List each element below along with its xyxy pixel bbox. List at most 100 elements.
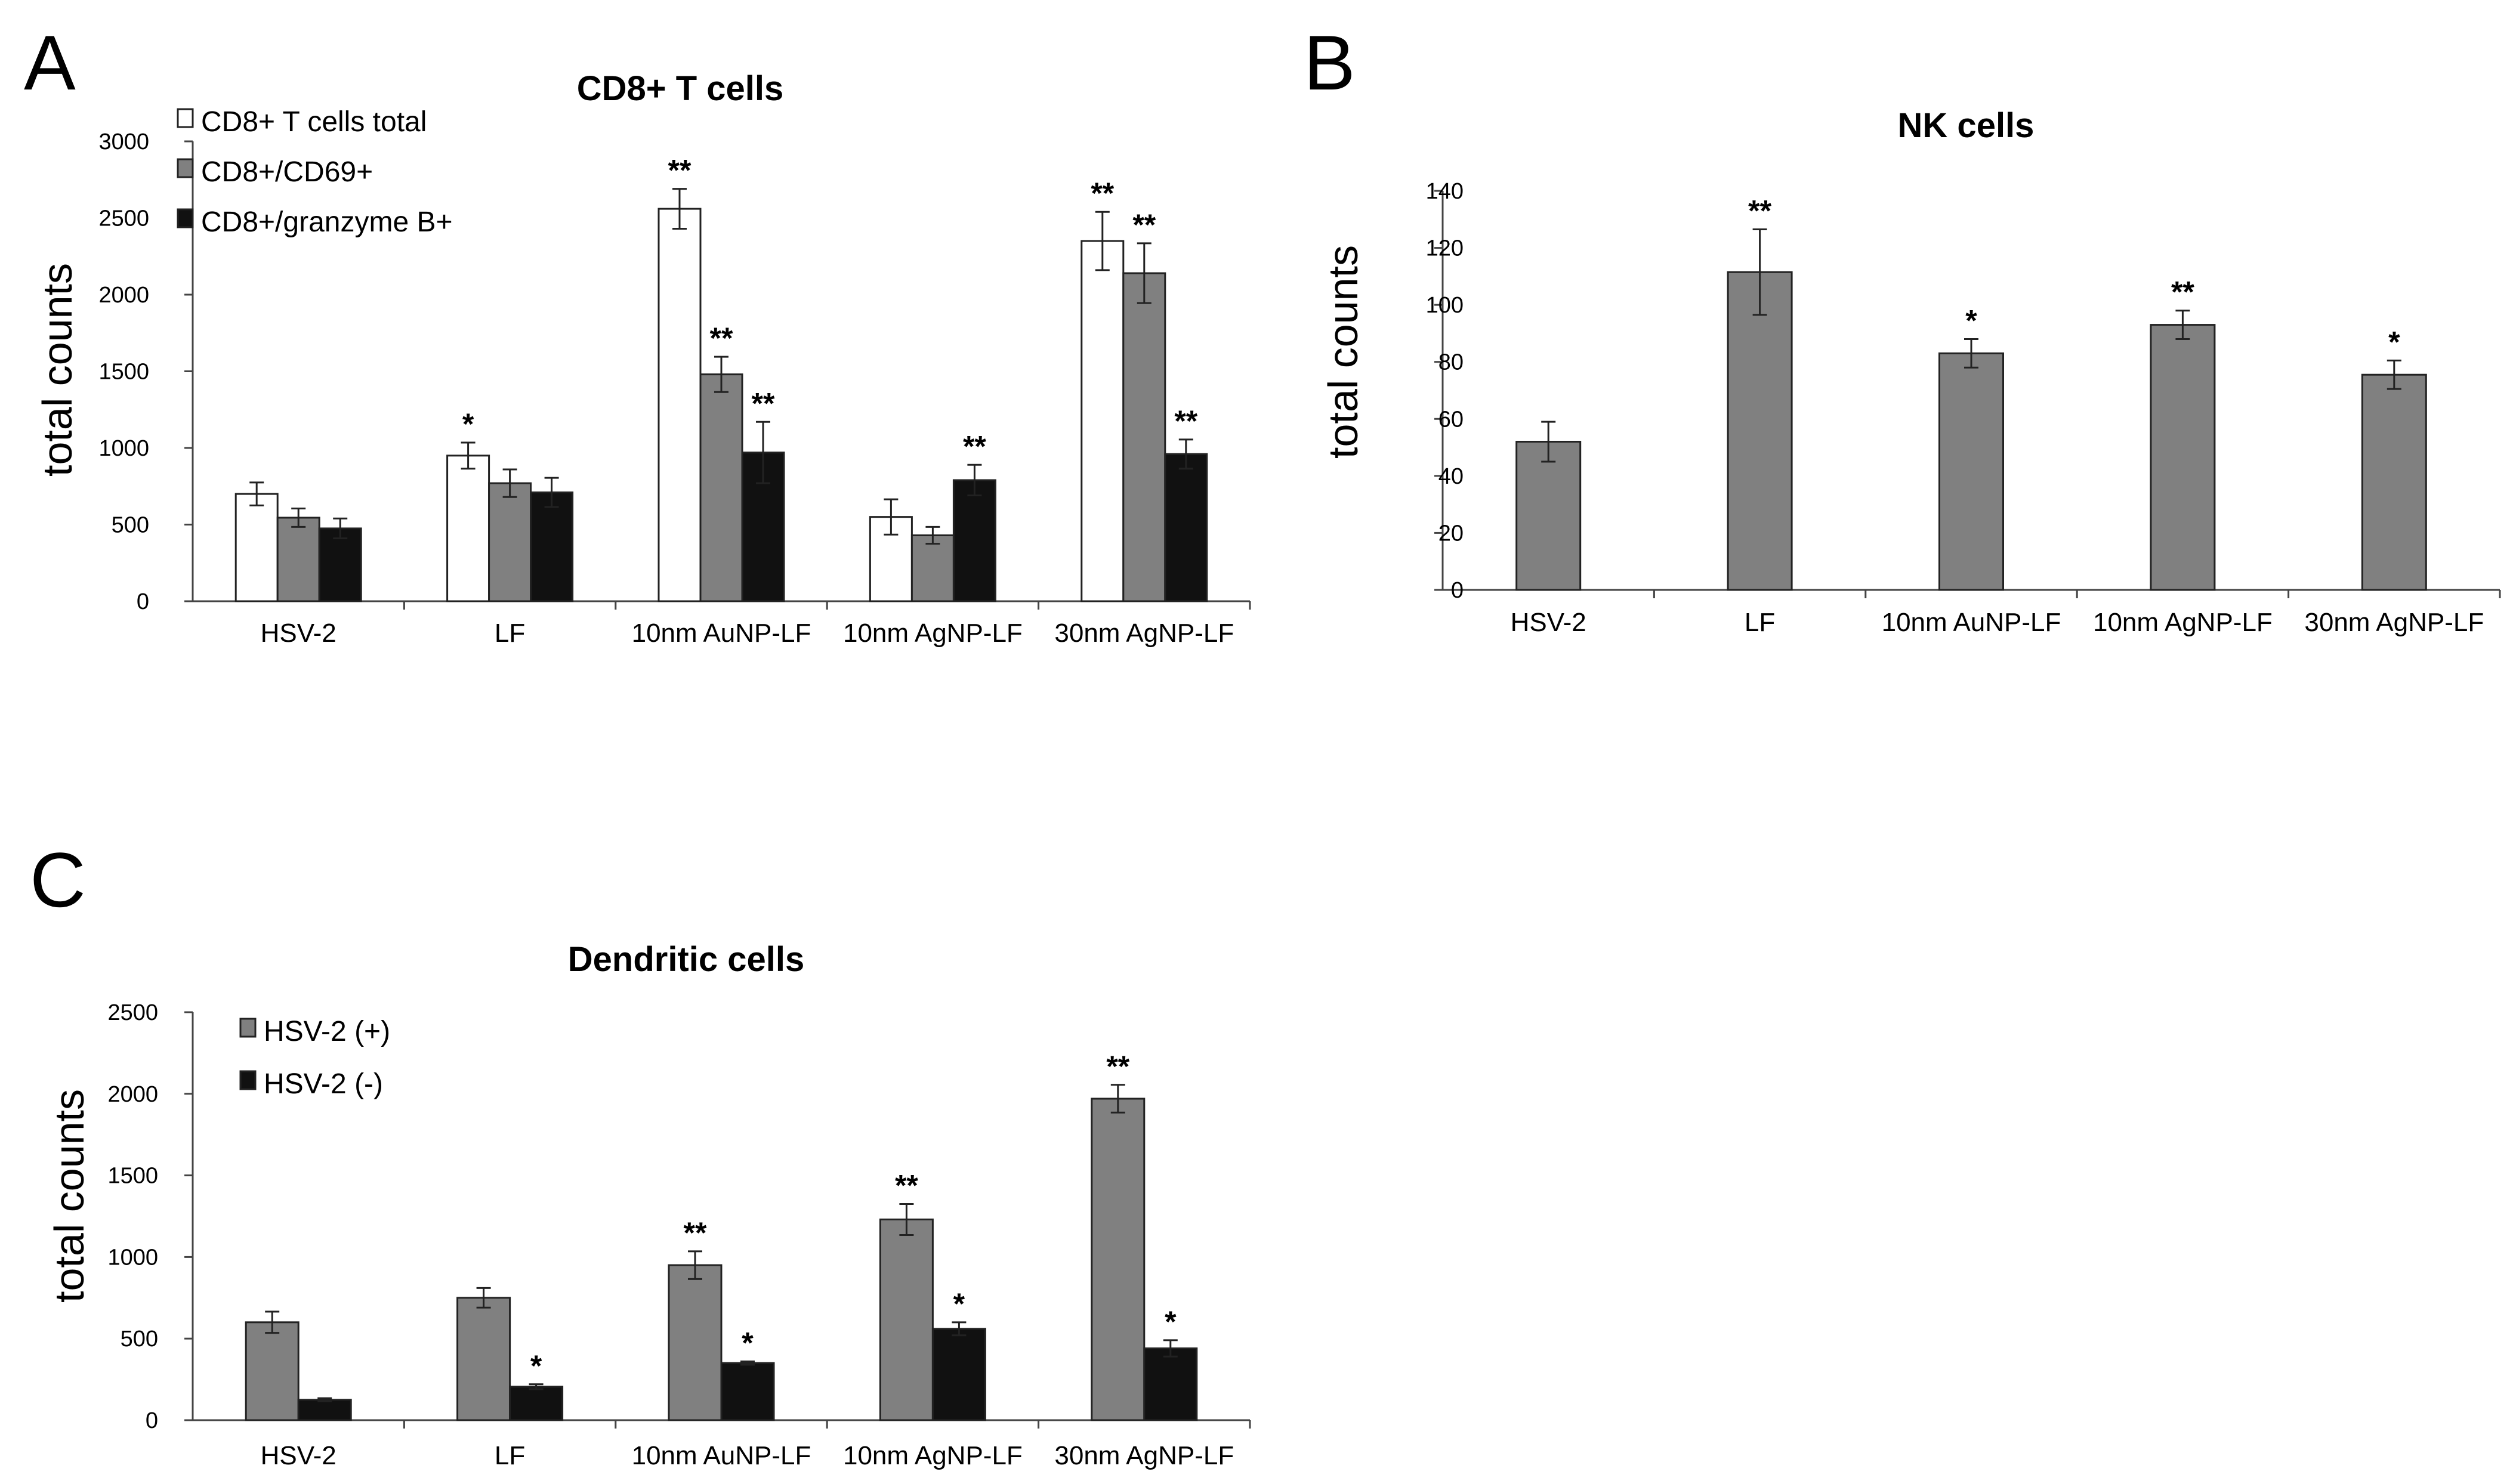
- y-tick-label: 1000: [98, 436, 149, 461]
- bar: [456, 1297, 511, 1421]
- y-tick-label: 1000: [107, 1245, 158, 1270]
- legend-swatch: [177, 158, 194, 178]
- legend-entry: HSV-2 (-): [264, 1068, 383, 1100]
- x-tick-label: 10nm AgNP-LF: [2093, 608, 2273, 637]
- x-tick-label: 30nm AgNP-LF: [2304, 608, 2484, 637]
- bar: [530, 491, 574, 602]
- x-tick-label: 10nm AuNP-LF: [1882, 608, 2061, 637]
- significance-marker: *: [530, 1349, 542, 1383]
- x-tick-label: HSV-2: [261, 1441, 337, 1470]
- bar: [276, 517, 320, 602]
- bar: [1164, 453, 1208, 602]
- significance-marker: **: [1132, 208, 1156, 242]
- x-tick-label: LF: [495, 1441, 525, 1470]
- bar: [952, 479, 996, 602]
- panel-label-c: C: [30, 836, 86, 923]
- bar: [446, 455, 490, 602]
- bar: [1938, 352, 2004, 591]
- bar: [657, 208, 702, 602]
- bar: [1122, 272, 1166, 602]
- x-tick-label: LF: [1745, 608, 1775, 637]
- bar: [668, 1264, 723, 1421]
- y-tick-label: 80: [1438, 350, 1464, 375]
- y-tick-label: 0: [137, 589, 149, 614]
- x-tick-label: 10nm AuNP-LF: [632, 1441, 811, 1470]
- y-tick-label: 1500: [107, 1164, 158, 1189]
- legend-swatch: [239, 1070, 257, 1090]
- significance-marker: **: [963, 429, 986, 463]
- chart-title: Dendritic cells: [568, 940, 804, 979]
- bar: [297, 1399, 352, 1421]
- panel-label-b: B: [1304, 19, 1356, 106]
- legend-entry: CD8+/granzyme B+: [201, 206, 453, 238]
- y-tick-label: 2000: [98, 283, 149, 308]
- y-tick-label: 2500: [98, 206, 149, 231]
- y-tick-label: 60: [1438, 407, 1464, 432]
- x-tick-label: 10nm AgNP-LF: [843, 619, 1023, 648]
- bar: [1143, 1347, 1198, 1421]
- significance-marker: **: [710, 321, 733, 355]
- x-tick-label: 10nm AuNP-LF: [632, 619, 811, 648]
- y-tick-label: 1500: [98, 360, 149, 385]
- bar: [234, 493, 279, 602]
- bar: [245, 1321, 300, 1421]
- significance-marker: *: [2388, 325, 2400, 358]
- y-tick-label: 100: [1426, 293, 1464, 318]
- y-tick-label: 500: [112, 513, 149, 538]
- y-axis-label: total counts: [1320, 245, 1366, 459]
- significance-marker: **: [1174, 404, 1197, 438]
- x-tick-label: LF: [495, 619, 525, 648]
- significance-marker: **: [752, 387, 775, 420]
- bar: [699, 373, 743, 602]
- significance-marker: **: [668, 154, 691, 187]
- y-tick-label: 0: [146, 1408, 158, 1433]
- bar: [2361, 373, 2427, 591]
- significance-marker: *: [1965, 304, 1977, 337]
- y-axis-label: total counts: [34, 263, 81, 477]
- x-tick-label: 30nm AgNP-LF: [1054, 1441, 1234, 1470]
- x-tick-label: 10nm AgNP-LF: [843, 1441, 1023, 1470]
- bar: [509, 1386, 564, 1421]
- bar: [931, 1328, 986, 1421]
- y-tick-label: 20: [1438, 521, 1464, 546]
- x-tick-label: HSV-2: [261, 619, 337, 648]
- bar: [1081, 240, 1125, 602]
- significance-marker: *: [1165, 1305, 1177, 1338]
- bar: [488, 482, 532, 602]
- significance-marker: *: [742, 1327, 754, 1360]
- y-tick-label: 2500: [107, 1000, 158, 1025]
- y-tick-label: 0: [1451, 578, 1464, 603]
- bar: [2150, 324, 2216, 591]
- panel-b-nk-chart: B NK cells total counts 0 20 40 60 80 100 120 1…: [1304, 19, 2501, 637]
- significance-marker: **: [895, 1168, 918, 1202]
- significance-marker: **: [1106, 1050, 1129, 1083]
- significance-marker: **: [2171, 276, 2194, 309]
- y-axis-label: total counts: [46, 1089, 92, 1303]
- bar: [318, 527, 362, 602]
- bar: [1091, 1097, 1146, 1421]
- legend-entry: CD8+/CD69+: [201, 156, 373, 188]
- y-tick-label: 120: [1426, 236, 1464, 261]
- significance-marker: *: [462, 407, 474, 441]
- legend-swatch: [239, 1018, 257, 1038]
- panel-label-a: A: [24, 19, 76, 106]
- bar: [910, 534, 955, 602]
- panel-c-dendritic-chart: C Dendritic cells total counts 0 500 1000 1…: [30, 836, 1251, 1470]
- legend-entry: CD8+ T cells total: [201, 106, 427, 138]
- y-tick-label: 500: [121, 1327, 158, 1352]
- legend-swatch: [177, 108, 194, 128]
- y-tick-label: 140: [1426, 179, 1464, 204]
- panel-a-cd8-chart: A CD8+ T cells total counts 0 500 1000 1500…: [24, 19, 1251, 648]
- y-tick-label: 3000: [98, 129, 149, 154]
- bar: [1727, 271, 1793, 591]
- bar: [879, 1218, 934, 1421]
- significance-marker: **: [1091, 177, 1114, 210]
- bar: [1515, 441, 1582, 591]
- chart-title: NK cells: [1898, 106, 2035, 145]
- chart-title: CD8+ T cells: [577, 69, 784, 108]
- x-tick-label: 30nm AgNP-LF: [1054, 619, 1234, 648]
- significance-marker: **: [684, 1216, 707, 1250]
- legend-entry: HSV-2 (+): [264, 1016, 390, 1047]
- bar: [720, 1362, 775, 1421]
